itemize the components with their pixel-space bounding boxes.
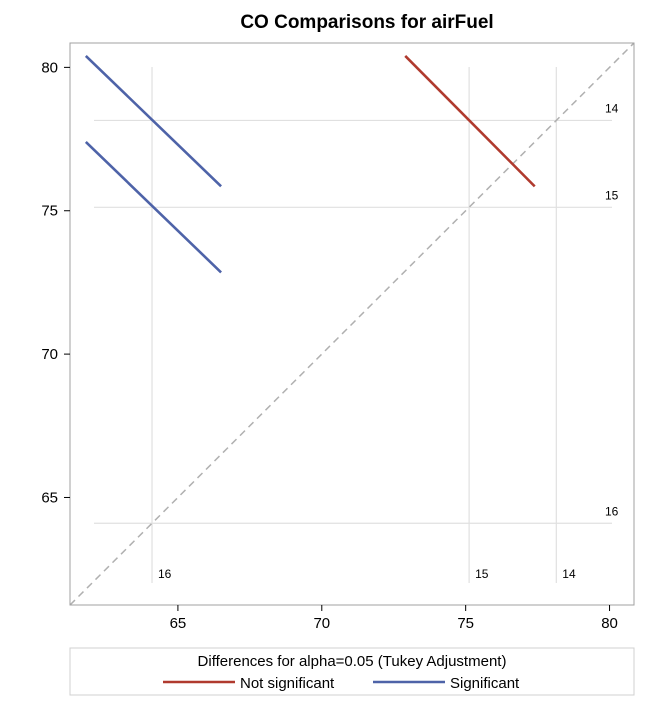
x-tick-label-75: 75 — [457, 615, 474, 632]
level-label-y-14: 14 — [605, 101, 619, 115]
y-tick-label-75: 75 — [41, 203, 58, 220]
legend-box — [69, 647, 635, 696]
x-tick-label-65: 65 — [170, 615, 187, 632]
y-axis: 65 70 75 80 — [41, 59, 70, 506]
plot-frame — [69, 42, 635, 606]
segment-15-vs-14 — [404, 54, 536, 188]
legend: Differences for alpha=0.05 (Tukey Adjust… — [69, 647, 635, 696]
diagonal-reference — [69, 42, 635, 606]
level-reference-lines — [94, 67, 612, 583]
level-label-x-14: 14 — [562, 567, 576, 581]
level-label-y-16: 16 — [605, 504, 619, 518]
x-axis: 65 70 75 80 — [170, 605, 618, 632]
legend-label-not-significant: Not significant — [240, 675, 335, 692]
comparison-segments — [84, 54, 536, 274]
level-label-x-16: 16 — [158, 567, 172, 581]
chart-title: CO Comparisons for airFuel — [240, 12, 493, 33]
y-tick-label-65: 65 — [41, 489, 58, 506]
x-tick-label-80: 80 — [601, 615, 618, 632]
legend-label-significant: Significant — [450, 675, 520, 692]
level-label-x-15: 15 — [475, 567, 489, 581]
y-tick-label-80: 80 — [41, 59, 58, 76]
segment-16-vs-14 — [84, 54, 222, 188]
level-label-y-15: 15 — [605, 188, 619, 202]
y-tick-label-70: 70 — [41, 346, 58, 363]
diagonal-dashed-line — [69, 42, 635, 606]
legend-entries: Not significant Significant — [163, 675, 520, 692]
x-tick-label-70: 70 — [313, 615, 330, 632]
segment-16-vs-15 — [84, 140, 222, 274]
legend-title: Differences for alpha=0.05 (Tukey Adjust… — [198, 653, 507, 670]
level-labels: 14 14 15 15 16 16 — [158, 101, 619, 581]
